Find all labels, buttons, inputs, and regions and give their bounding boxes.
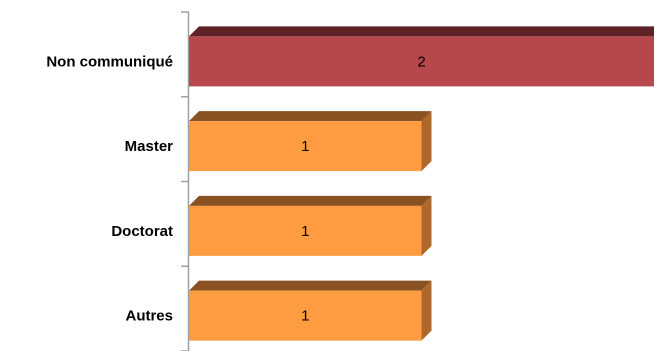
bar-side-face [421,195,432,256]
category-label: Non communiqué [46,53,173,70]
bar-top-face [189,26,654,37]
category-label: Doctorat [111,223,173,240]
bar [189,26,654,87]
category-label: Autres [125,308,173,325]
bar-top-face [189,280,432,291]
bar [189,195,432,256]
bar-top-face [189,111,432,122]
bar-value-label: 1 [301,308,309,325]
bar-side-face [421,280,432,341]
bar-front-face [189,121,422,172]
category-labels: 2 Non communiqué 1 Master 1 Doctorat 1 Autres [46,53,425,324]
bar [189,280,432,341]
bar-front-face [189,290,422,341]
bar-front-face [189,36,654,87]
bar-top-face [189,195,432,206]
bar [189,111,432,172]
bar-value-label: 1 [301,138,309,155]
bars [189,26,654,341]
bar-value-label: 2 [417,53,425,70]
axis [181,11,190,351]
bar-side-face [421,111,432,172]
bar-front-face [189,205,422,256]
category-label: Master [125,138,174,155]
bar-value-label: 1 [301,223,309,240]
